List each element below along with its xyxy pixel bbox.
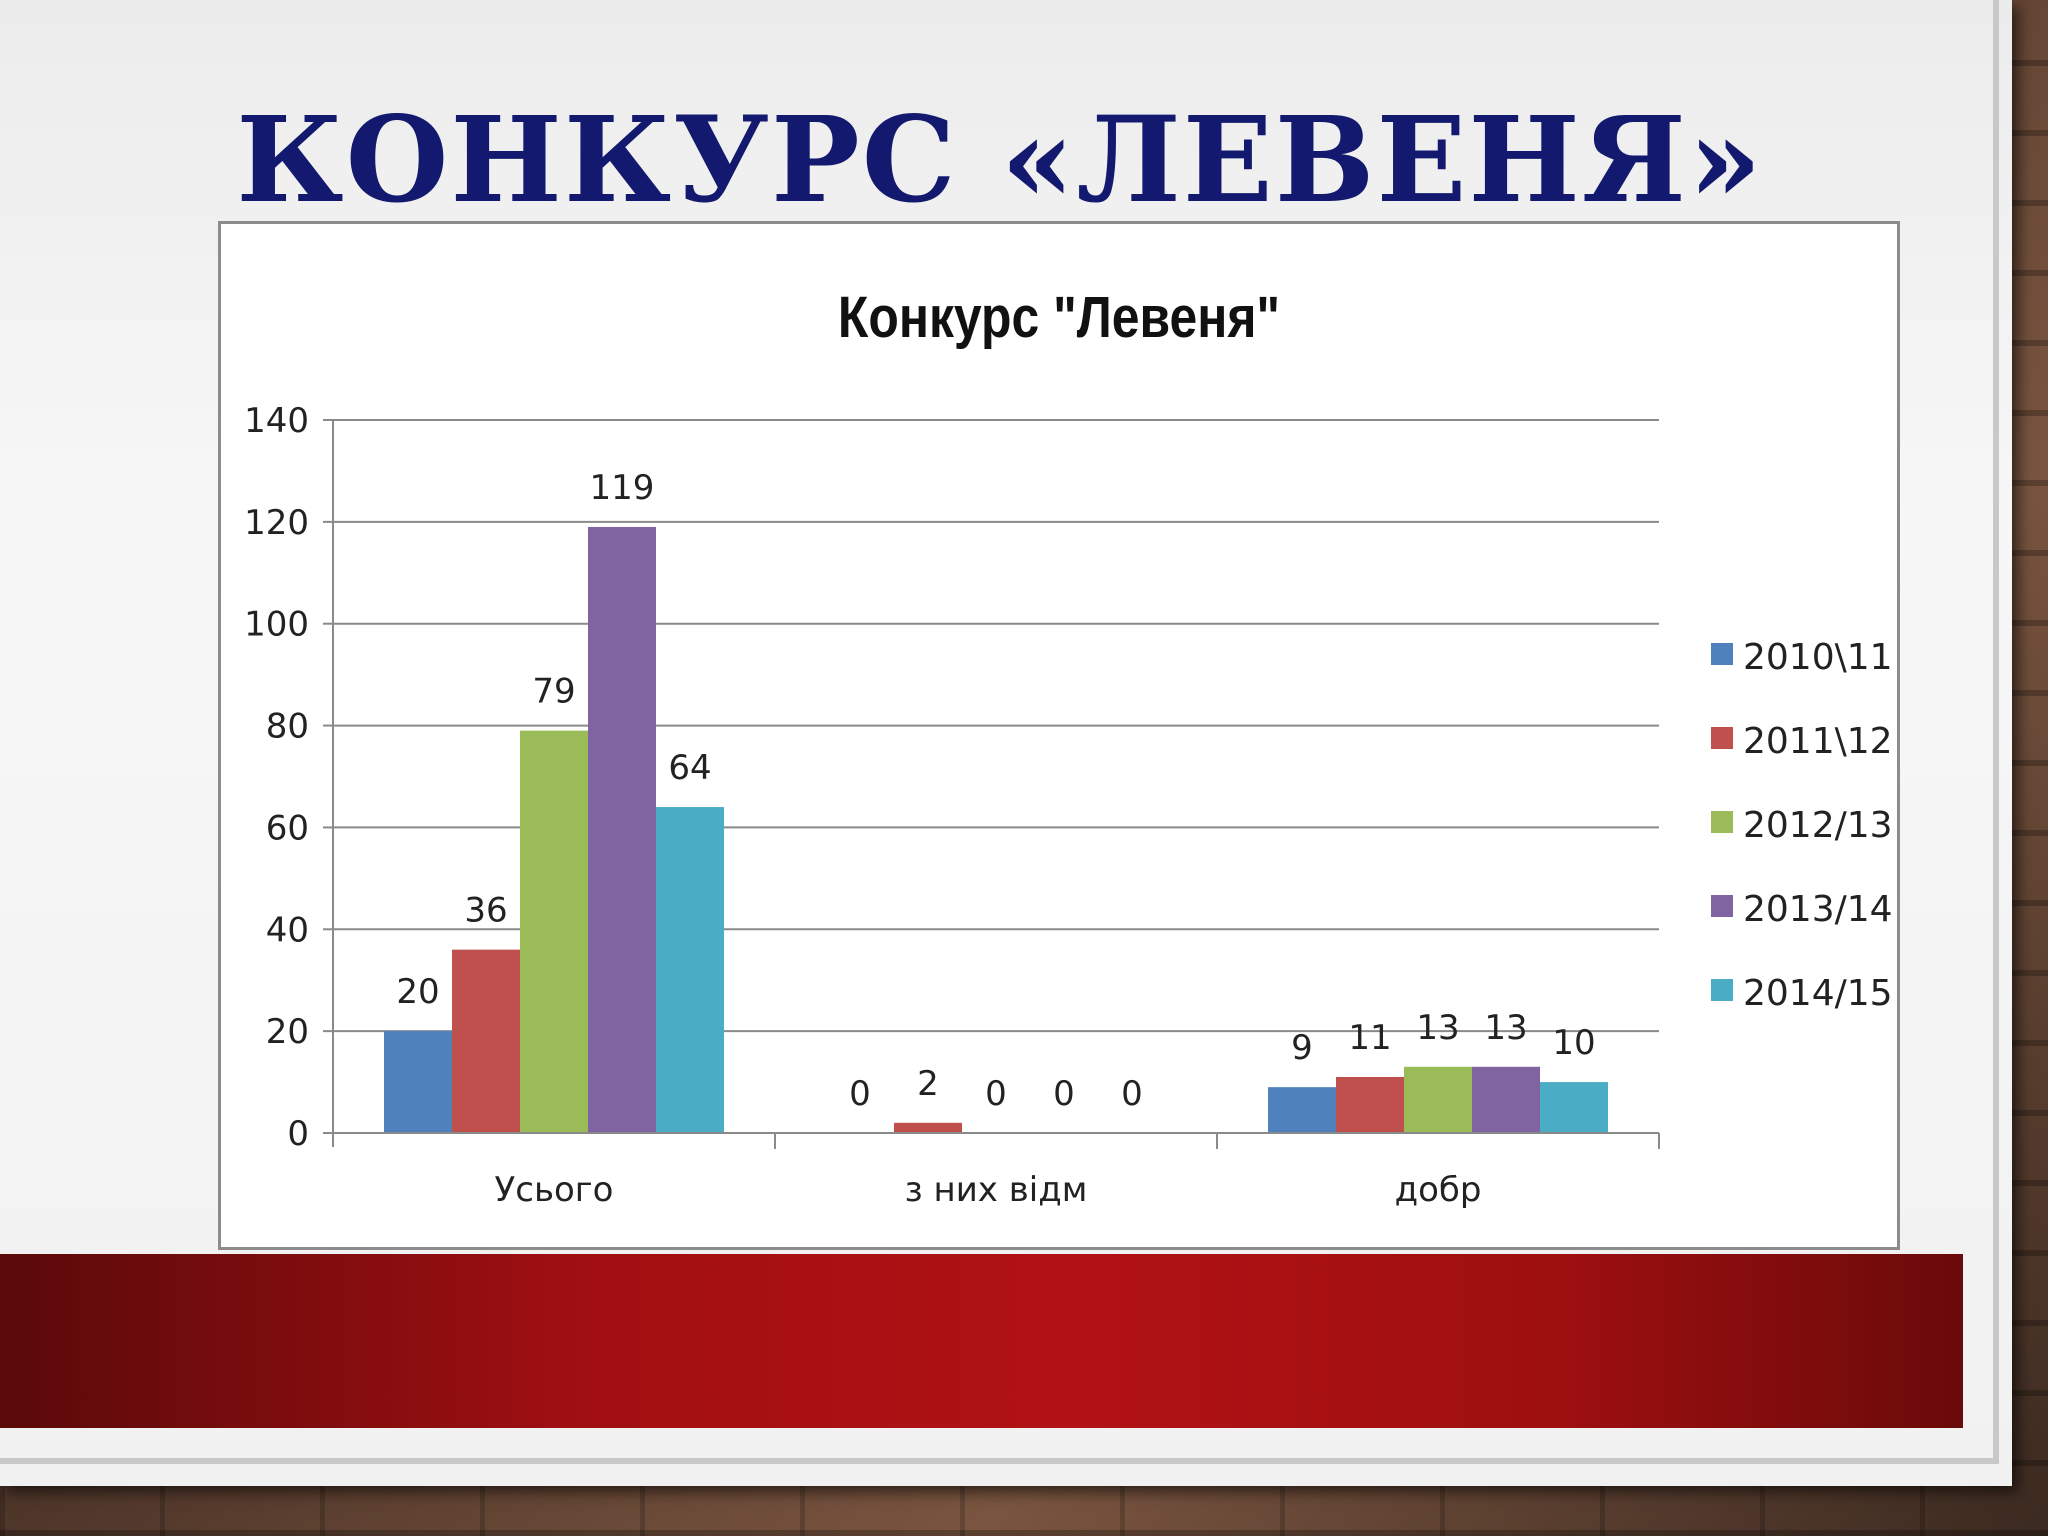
data-label: 2 [917,1064,939,1104]
data-label: 0 [1053,1074,1075,1114]
legend-label: 2011\12 [1743,721,1893,762]
data-label: 36 [464,891,507,931]
legend-swatch [1711,811,1733,833]
bar [656,807,724,1133]
data-label: 9 [1291,1028,1313,1068]
bar [1472,1066,1540,1133]
legend-label: 2010\11 [1743,637,1893,678]
legend-swatch [1711,727,1733,749]
y-tick-label: 80 [266,707,309,747]
data-label: 119 [590,468,655,508]
bar [1268,1087,1336,1133]
y-tick-label: 100 [244,605,309,645]
legend-swatch [1711,979,1733,1001]
legend-swatch [1711,895,1733,917]
x-category-label: з них відм [905,1170,1088,1210]
bar [452,949,520,1133]
y-tick-label: 60 [266,808,309,848]
red-band [0,1254,1963,1428]
x-category-label: Усього [495,1170,614,1210]
bar [588,526,656,1133]
bar [1540,1082,1608,1133]
slide: КОНКУРС «ЛЕВЕНЯ» 0 20 40 60 80 100 120 140 20 36 7… [0,0,2012,1486]
bar [1404,1066,1472,1133]
x-category-label: добр [1395,1170,1482,1210]
bar [520,730,588,1133]
y-tick-label: 40 [266,910,309,950]
bar [1336,1076,1404,1133]
legend-label: 2014/15 [1743,973,1893,1014]
data-label: 79 [532,672,575,712]
data-label: 0 [1121,1074,1143,1114]
y-tick-label: 120 [244,503,309,543]
bar [384,1031,452,1133]
bar [894,1122,962,1133]
slide-frame [0,0,1999,1464]
data-label: 0 [985,1074,1007,1114]
y-tick-label: 140 [244,401,309,441]
data-label: 10 [1552,1023,1595,1063]
data-label: 13 [1416,1008,1459,1048]
data-label: 13 [1484,1008,1527,1048]
legend-swatch [1711,643,1733,665]
data-label: 20 [396,972,439,1012]
chart-title: Конкурс "Левеня" [837,285,1281,350]
data-label: 11 [1348,1018,1391,1058]
legend-label: 2012/13 [1743,805,1893,846]
y-tick-label: 20 [266,1012,309,1052]
data-label: 64 [668,748,711,788]
chart-area: 0 20 40 60 80 100 120 140 20 36 79 119 64 Усього 0 2 0 0 0… [218,221,1900,1250]
slide-title: КОНКУРС «ЛЕВЕНЯ» [236,90,1764,229]
y-tick-label: 0 [287,1114,309,1154]
legend-label: 2013/14 [1743,889,1893,930]
data-label: 0 [849,1074,871,1114]
